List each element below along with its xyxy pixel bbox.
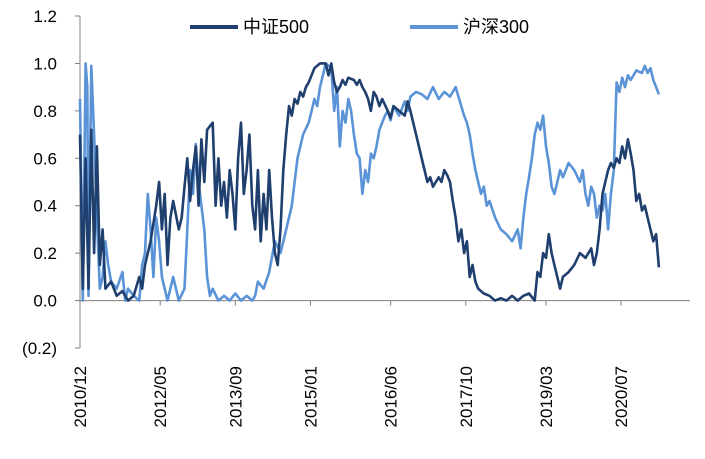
y-tick-label: 0.0: [33, 292, 57, 311]
y-tick-label: 1.2: [33, 7, 57, 26]
y-tick-label: (0.2): [22, 339, 57, 358]
series-group: [78, 62, 661, 302]
legend-label-csi300: 沪深300: [463, 17, 529, 37]
x-axis-ticks: 2010/12 2012/05 2013/09 2015/01 2016/06 2017/…: [71, 300, 631, 427]
y-tick-label: 0.6: [33, 149, 57, 168]
x-tick-label: 2016/06: [382, 366, 401, 427]
x-tick-label: 2017/10: [457, 366, 476, 427]
y-tick-label: 1.0: [33, 54, 57, 73]
x-tick-label: 2010/12: [71, 366, 90, 427]
x-tick-label: 2015/01: [301, 366, 320, 427]
x-tick-label: 2012/05: [151, 366, 170, 427]
y-tick-label: 0.4: [33, 197, 57, 216]
legend: 中证500 沪深300: [190, 17, 529, 37]
y-tick-label: 0.8: [33, 102, 57, 121]
series-line-csi500: [78, 62, 661, 302]
y-axis-ticks: 1.2 1.0 0.8 0.6 0.4 0.2 0.0 (0.2): [22, 7, 80, 358]
axes: [79, 16, 690, 348]
x-tick-label: 2013/09: [226, 366, 245, 427]
x-tick-label: 2020/07: [612, 366, 631, 427]
series-line-csi300: [78, 62, 661, 302]
y-tick-label: 0.2: [33, 244, 57, 263]
legend-label-csi500: 中证500: [243, 17, 309, 37]
x-tick-label: 2019/03: [537, 366, 556, 427]
